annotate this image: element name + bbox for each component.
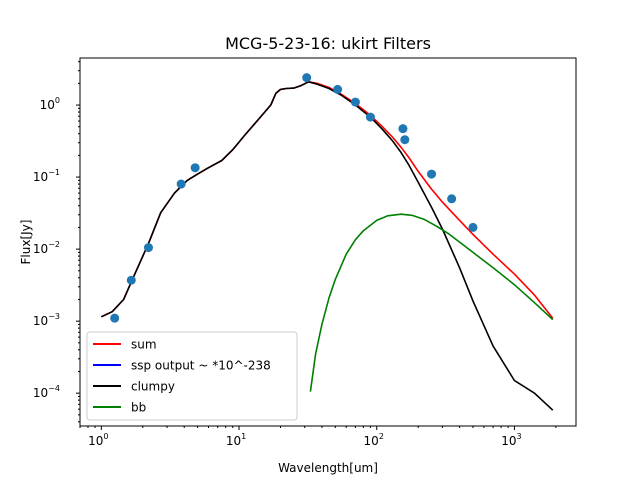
- data-point: [365, 112, 375, 122]
- data-point: [110, 313, 120, 323]
- legend-box: [86, 331, 298, 421]
- legend-label: bb: [131, 401, 146, 415]
- data-point: [190, 163, 200, 173]
- plot-frame: [79, 57, 577, 427]
- y-axis-label: Flux[Jy]: [19, 220, 33, 265]
- x-axis-label: Wavelength[um]: [278, 461, 378, 475]
- data-point: [176, 179, 186, 189]
- data-point: [302, 73, 312, 83]
- legend-label: clumpy: [131, 380, 175, 394]
- data-point: [427, 169, 437, 179]
- chart-title: MCG-5-23-16: ukirt Filters: [225, 34, 431, 53]
- x-tick-label: 100: [88, 432, 108, 448]
- x-tick-label: 101: [226, 432, 246, 448]
- series-line-clumpy: [100, 81, 554, 411]
- data-point: [350, 97, 360, 107]
- data-point: [126, 275, 136, 285]
- legend: sum ssp output ~ *10^-238 clumpy bb: [86, 331, 298, 421]
- x-tick-label: 102: [364, 432, 384, 448]
- data-point: [400, 135, 410, 145]
- series-line-bb: [309, 213, 554, 392]
- x-tick-label: 103: [501, 432, 521, 448]
- data-point: [333, 84, 343, 94]
- data-point: [143, 243, 153, 253]
- data-point: [398, 124, 408, 134]
- legend-label: sum: [131, 338, 157, 352]
- legend-label: ssp output ~ *10^-238: [131, 359, 271, 373]
- data-point: [468, 222, 478, 232]
- data-point: [447, 194, 457, 204]
